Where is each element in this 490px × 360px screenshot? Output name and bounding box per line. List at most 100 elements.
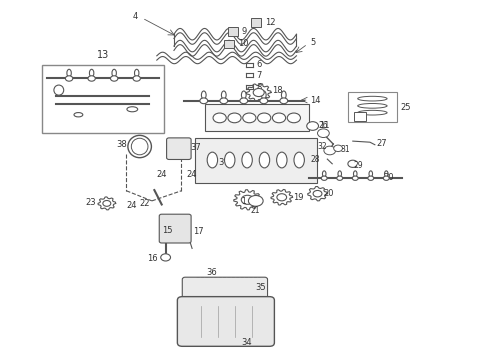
Circle shape	[220, 98, 228, 104]
Bar	[42, 65, 164, 133]
Text: 26: 26	[318, 121, 328, 130]
Ellipse shape	[134, 69, 139, 77]
Circle shape	[313, 190, 322, 197]
Ellipse shape	[128, 135, 151, 158]
Circle shape	[241, 195, 254, 204]
Text: 13: 13	[97, 50, 109, 60]
Text: 34: 34	[242, 338, 252, 347]
Circle shape	[277, 194, 287, 201]
FancyBboxPatch shape	[182, 277, 268, 298]
Text: 3: 3	[219, 158, 224, 167]
Text: 38: 38	[117, 140, 127, 149]
Bar	[348, 92, 397, 122]
Text: 30: 30	[383, 173, 394, 182]
Text: 22: 22	[139, 199, 149, 208]
Ellipse shape	[353, 171, 357, 177]
Circle shape	[280, 98, 288, 104]
FancyBboxPatch shape	[159, 214, 191, 243]
Ellipse shape	[358, 104, 387, 108]
Text: 7: 7	[257, 71, 262, 80]
Ellipse shape	[385, 171, 388, 177]
Text: 15: 15	[162, 226, 173, 235]
Circle shape	[334, 145, 343, 152]
Circle shape	[324, 146, 336, 155]
Ellipse shape	[74, 113, 83, 117]
Bar	[195, 138, 317, 183]
Circle shape	[66, 76, 73, 81]
Text: 9: 9	[242, 27, 247, 36]
Ellipse shape	[281, 91, 286, 99]
Text: 37: 37	[190, 143, 201, 152]
Circle shape	[111, 76, 118, 81]
Text: 32: 32	[318, 143, 327, 152]
Text: 4: 4	[133, 12, 138, 21]
Ellipse shape	[201, 91, 206, 99]
Circle shape	[368, 176, 374, 180]
Ellipse shape	[259, 152, 270, 168]
Text: 25: 25	[401, 103, 411, 112]
Circle shape	[318, 129, 329, 138]
Ellipse shape	[262, 91, 266, 99]
Circle shape	[260, 98, 268, 104]
Ellipse shape	[67, 69, 72, 77]
Text: 8: 8	[257, 83, 262, 92]
Circle shape	[240, 98, 248, 104]
Text: 19: 19	[293, 193, 303, 202]
Ellipse shape	[242, 91, 246, 99]
Circle shape	[248, 195, 263, 206]
Ellipse shape	[322, 171, 326, 177]
Bar	[228, 27, 238, 36]
Circle shape	[103, 201, 111, 206]
Text: 24: 24	[156, 170, 167, 179]
Ellipse shape	[294, 152, 304, 168]
Text: 28: 28	[311, 155, 320, 164]
Text: 23: 23	[85, 198, 96, 207]
Circle shape	[272, 113, 286, 123]
Bar	[224, 40, 234, 48]
Circle shape	[287, 113, 300, 123]
Bar	[354, 112, 366, 121]
Circle shape	[243, 113, 256, 123]
Ellipse shape	[112, 69, 117, 77]
Text: 20: 20	[323, 189, 334, 198]
Text: 16: 16	[147, 253, 158, 263]
Circle shape	[337, 176, 343, 180]
Text: 17: 17	[194, 228, 204, 237]
Text: 36: 36	[206, 269, 217, 277]
Circle shape	[258, 113, 271, 123]
Ellipse shape	[54, 85, 64, 95]
Ellipse shape	[338, 171, 342, 177]
Text: 10: 10	[238, 40, 248, 49]
FancyBboxPatch shape	[167, 138, 191, 159]
Ellipse shape	[221, 91, 226, 99]
Text: 31: 31	[340, 145, 350, 154]
Text: 24: 24	[126, 201, 137, 210]
Ellipse shape	[131, 138, 148, 155]
Circle shape	[253, 89, 264, 96]
Ellipse shape	[127, 107, 138, 112]
FancyBboxPatch shape	[177, 297, 274, 346]
Circle shape	[307, 122, 318, 130]
Text: 29: 29	[354, 161, 364, 170]
Text: 18: 18	[272, 86, 283, 95]
Text: 27: 27	[376, 139, 387, 148]
Circle shape	[88, 76, 95, 81]
Circle shape	[200, 98, 208, 104]
Text: 12: 12	[265, 18, 275, 27]
Circle shape	[228, 113, 241, 123]
Ellipse shape	[207, 152, 218, 168]
Text: 5: 5	[310, 38, 315, 47]
Text: 1: 1	[242, 197, 246, 206]
Circle shape	[161, 254, 171, 261]
Ellipse shape	[358, 96, 387, 101]
Circle shape	[133, 76, 141, 81]
Text: 14: 14	[310, 96, 320, 105]
Text: 35: 35	[256, 283, 267, 292]
Text: 11: 11	[319, 121, 330, 130]
Ellipse shape	[277, 152, 287, 168]
Ellipse shape	[358, 110, 387, 115]
Ellipse shape	[242, 152, 252, 168]
Ellipse shape	[224, 152, 235, 168]
Circle shape	[383, 176, 389, 180]
Circle shape	[213, 113, 226, 123]
